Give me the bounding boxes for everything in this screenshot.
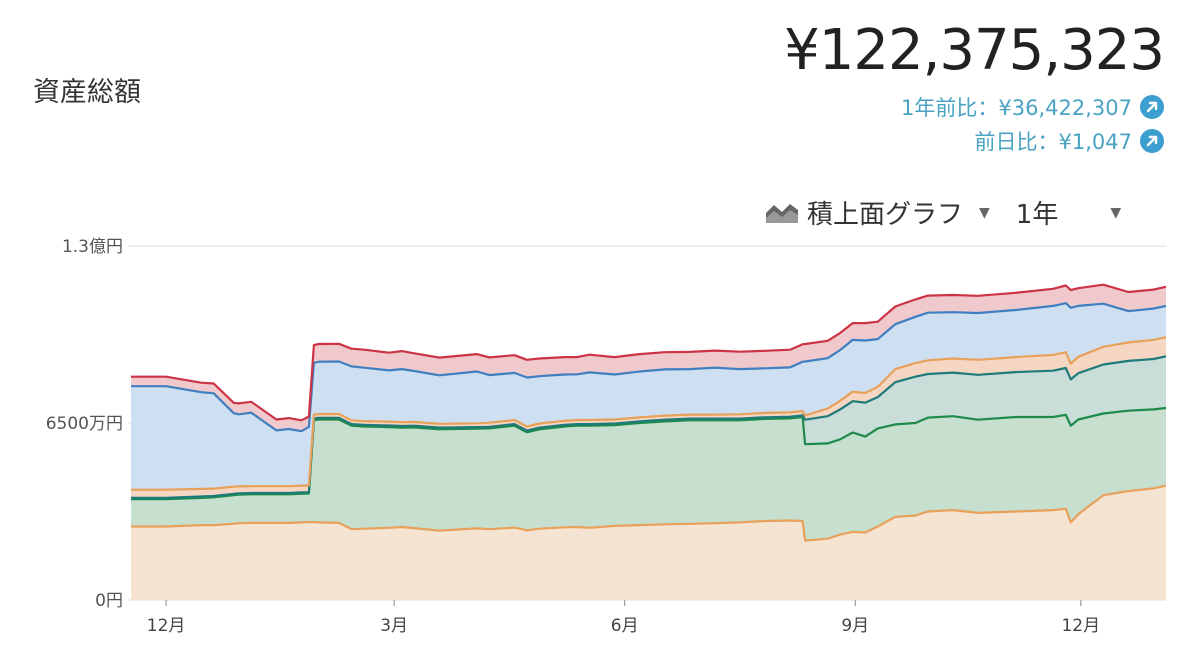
y-tick-label: 0円: [95, 591, 123, 611]
range-dropdown[interactable]: 1年 ▼: [1016, 194, 1121, 231]
chevron-down-icon: ▼: [979, 204, 990, 221]
chart-type-label: 積上面グラフ: [807, 200, 964, 230]
year-compare-label: 1年前比：¥36,422,307: [901, 96, 1132, 120]
y-tick-label: 1.3億円: [62, 237, 123, 257]
chevron-down-icon: ▼: [1110, 204, 1122, 221]
day-compare-label: 前日比：¥1,047: [974, 130, 1132, 154]
area-series-3: [131, 356, 1166, 500]
x-tick-label: 9月: [841, 616, 869, 636]
chart-controls: 積上面グラフ ▼ 1年 ▼: [765, 194, 1121, 231]
trend-up-icon: [1140, 129, 1164, 153]
area-series-1: [131, 485, 1166, 600]
trend-up-icon: [1140, 95, 1164, 119]
area-series-2-line: [131, 406, 1167, 501]
x-tick-label: 6月: [611, 616, 639, 636]
page-title: 資産総額: [33, 77, 141, 108]
area-series-5-line: [131, 302, 1167, 433]
x-tick-label: 12月: [1061, 616, 1100, 636]
stacked-area-chart: 0円 6500万円 1.3億円 12月 3月 6月 9月 12月: [46, 237, 1167, 636]
day-compare[interactable]: 前日比：¥1,047: [975, 126, 1164, 156]
y-tick-label: 6500万円: [46, 414, 123, 434]
year-compare[interactable]: 1年前比：¥36,422,307: [901, 92, 1164, 122]
range-label: 1年: [1015, 200, 1059, 230]
x-tick-label: 12月: [147, 616, 186, 636]
area-series-6: [131, 284, 1166, 432]
total-assets-value: ¥122,375,323: [784, 18, 1165, 83]
area-series-5: [131, 303, 1166, 490]
area-chart-icon: [765, 200, 799, 226]
area-series-6-line: [131, 283, 1167, 422]
area-series-4-line: [131, 336, 1167, 491]
area-series-3-line: [131, 355, 1167, 499]
x-tick-label: 3月: [380, 616, 408, 636]
area-series-1-line: [131, 484, 1167, 542]
chart-type-dropdown[interactable]: 積上面グラフ ▼: [765, 194, 990, 231]
area-series-2: [131, 408, 1166, 541]
